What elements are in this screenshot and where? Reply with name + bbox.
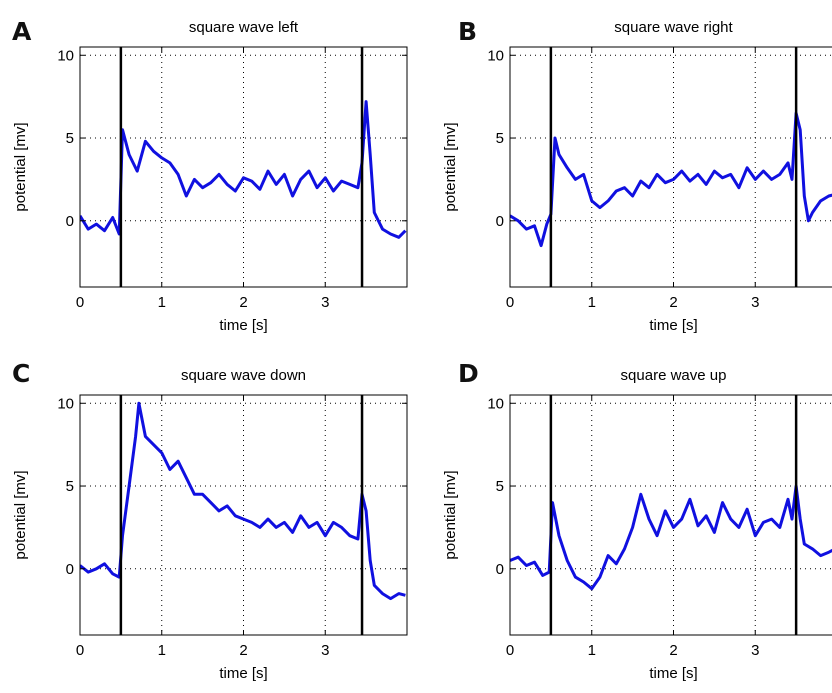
x-axis-label: time [s] <box>219 317 267 334</box>
y-tick-label: 5 <box>496 130 504 147</box>
x-tick-label: 1 <box>158 642 166 659</box>
y-tick-label: 5 <box>66 478 74 495</box>
panel-title: square wave down <box>181 367 306 384</box>
series-line <box>510 111 832 248</box>
panel-title: square wave left <box>189 19 299 36</box>
y-tick-label: 5 <box>496 478 504 495</box>
y-tick-label: 10 <box>487 395 504 412</box>
y-tick-label: 5 <box>66 130 74 147</box>
panel-letter: A <box>12 17 32 46</box>
series-line <box>80 401 406 601</box>
x-tick-label: 2 <box>239 294 247 311</box>
y-axis-label: potential [mv] <box>12 122 29 211</box>
panel-letter: C <box>12 359 30 388</box>
series-line <box>510 484 832 591</box>
x-tick-label: 2 <box>669 294 677 311</box>
x-tick-label: 0 <box>76 642 84 659</box>
x-tick-label: 2 <box>669 642 677 659</box>
x-tick-label: 0 <box>506 642 514 659</box>
y-tick-label: 10 <box>57 395 74 412</box>
x-tick-label: 0 <box>76 294 84 311</box>
x-tick-label: 0 <box>506 294 514 311</box>
panel-letter: B <box>458 17 477 46</box>
y-tick-label: 0 <box>66 561 74 578</box>
y-axis-label: potential [mv] <box>12 470 29 559</box>
panel-title: square wave right <box>614 19 733 36</box>
x-tick-label: 3 <box>321 294 329 311</box>
plot-area <box>510 47 832 287</box>
x-tick-label: 2 <box>239 642 247 659</box>
x-axis-label: time [s] <box>219 665 267 682</box>
panel-title: square wave up <box>621 367 727 384</box>
x-tick-label: 3 <box>751 294 759 311</box>
x-axis-label: time [s] <box>649 317 697 334</box>
x-tick-label: 3 <box>321 642 329 659</box>
y-tick-label: 0 <box>66 213 74 230</box>
y-tick-label: 10 <box>57 47 74 64</box>
x-tick-label: 1 <box>588 642 596 659</box>
plot-area <box>510 395 832 635</box>
x-tick-label: 1 <box>158 294 166 311</box>
x-tick-label: 3 <box>751 642 759 659</box>
x-tick-label: 1 <box>588 294 596 311</box>
y-tick-label: 0 <box>496 213 504 230</box>
y-tick-label: 10 <box>487 47 504 64</box>
x-axis-label: time [s] <box>649 665 697 682</box>
y-tick-label: 0 <box>496 561 504 578</box>
panel-letter: D <box>458 359 479 388</box>
y-axis-label: potential [mv] <box>442 122 459 211</box>
y-axis-label: potential [mv] <box>442 470 459 559</box>
